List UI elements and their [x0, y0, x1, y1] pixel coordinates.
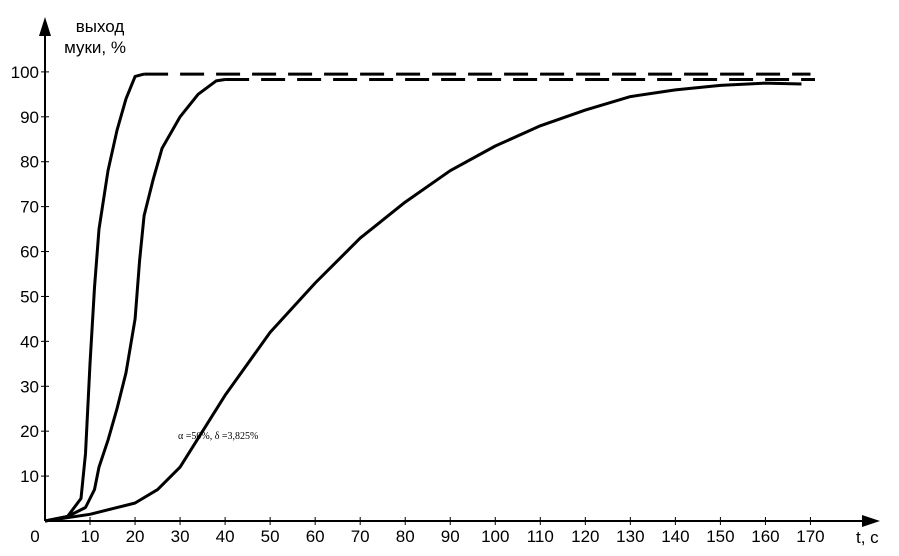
- y-tick-label: 100: [11, 63, 39, 82]
- y-tick-label: 90: [20, 108, 39, 127]
- series-line: [44, 81, 802, 523]
- x-tick-label: 140: [661, 527, 689, 546]
- y-tick-label: 40: [20, 332, 39, 351]
- x-tick-label: 130: [616, 527, 644, 546]
- x-tick-label: 80: [396, 527, 415, 546]
- x-tick-label: 20: [126, 527, 145, 546]
- x-tick-label: 0: [30, 527, 39, 546]
- x-tick-label: 10: [81, 527, 100, 546]
- x-tick-label: 170: [796, 527, 824, 546]
- x-tick-label: 90: [441, 527, 460, 546]
- y-tick-label: 30: [20, 377, 39, 396]
- y-tick-label: 80: [20, 153, 39, 172]
- x-tick-label: 110: [527, 527, 554, 546]
- series-line: [44, 72, 145, 523]
- x-tick-label: 70: [351, 527, 370, 546]
- x-tick-label: 160: [751, 527, 779, 546]
- x-arrow: [862, 515, 880, 527]
- y-arrow: [39, 17, 51, 36]
- y-tick-label: 70: [20, 198, 39, 217]
- x-tick-label: 100: [481, 527, 509, 546]
- x-tick-label: 30: [171, 527, 190, 546]
- y-axis-label: выход муки, %: [64, 17, 126, 57]
- y-tick-label: 60: [20, 243, 39, 262]
- series-line: [44, 78, 226, 523]
- x-tick-label: 150: [706, 527, 734, 546]
- x-tick-label: 50: [261, 527, 280, 546]
- y-tick-label: 10: [20, 467, 39, 486]
- x-axis-label: t, c: [856, 528, 879, 547]
- x-tick-label: 40: [216, 527, 235, 546]
- y-tick-label: 20: [20, 422, 39, 441]
- y-tick-label: 50: [20, 287, 39, 306]
- annotation: α =50%, δ =3,825%: [178, 431, 258, 442]
- x-tick-label: 120: [571, 527, 599, 546]
- x-tick-label: 60: [306, 527, 325, 546]
